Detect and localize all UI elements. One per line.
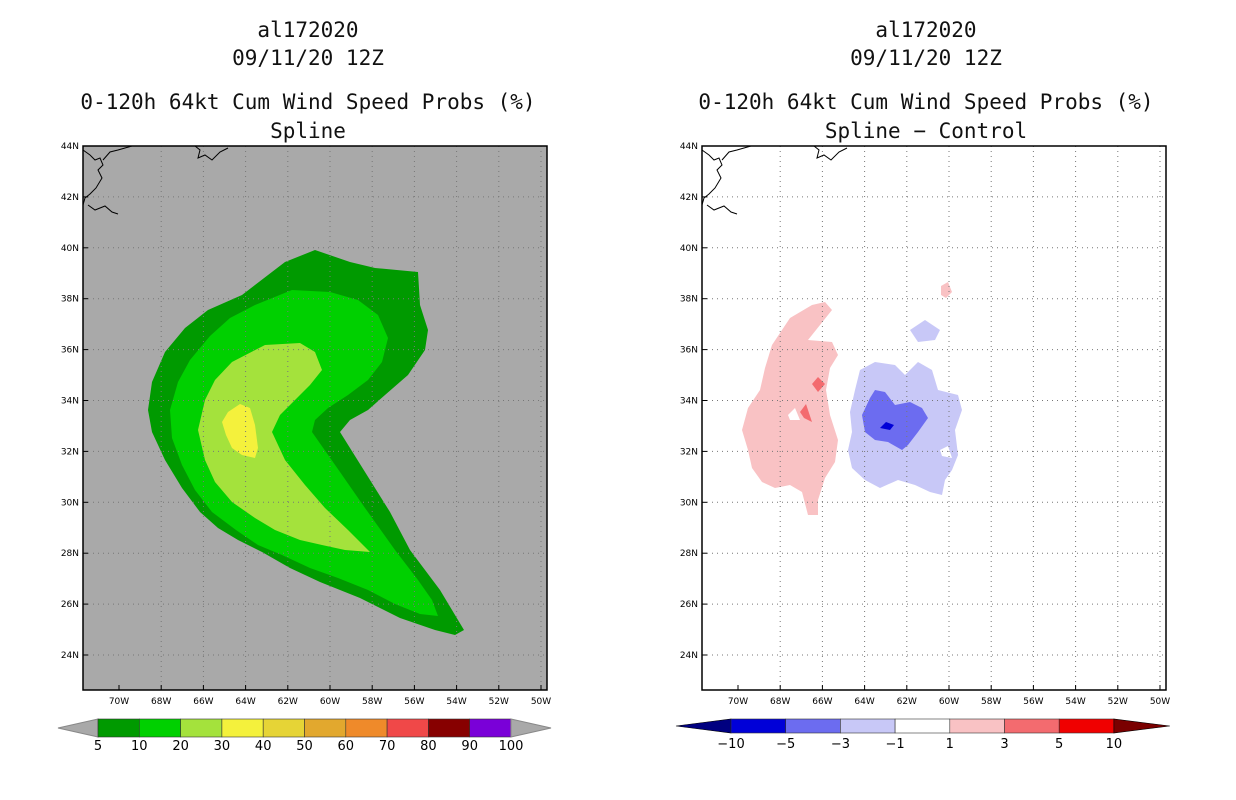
left-cbar-label: 20 [172, 739, 189, 754]
left-coastline-north [82, 145, 133, 215]
left-cbar-label: 50 [296, 739, 313, 754]
right-product-title: 0-120h 64kt Cum Wind Speed Probs (%) [698, 90, 1154, 114]
right-subtitle: Spline − Control [824, 119, 1028, 143]
left-colorbar: 5 10 20 30 40 50 60 70 80 90 100 [57, 718, 552, 754]
left-cbar-swatch [262, 718, 305, 738]
left-lon-label: 58W [362, 697, 382, 707]
left-storm-id: al172020 [257, 18, 359, 42]
left-lat-label: 28N [61, 549, 79, 559]
left-axis-ticks [83, 145, 542, 690]
left-lat-label: 30N [61, 498, 79, 508]
prob-30-contour [222, 404, 258, 458]
left-cbar-swatch [180, 718, 223, 738]
left-lon-label: 64W [235, 697, 255, 707]
left-cbar-label: 100 [499, 739, 524, 754]
left-cbar-swatch [469, 718, 512, 738]
left-cbar-label: 80 [420, 739, 437, 754]
left-cbar-label: 10 [131, 739, 148, 754]
left-cbar-swatch [139, 718, 181, 738]
left-lat-label: 32N [61, 447, 79, 457]
left-lat-label: 36N [61, 346, 79, 356]
left-probability-contours [148, 250, 464, 635]
left-cbar-swatch [97, 718, 140, 738]
left-cbar-swatch [345, 718, 388, 738]
left-lon-label: 68W [151, 697, 171, 707]
left-product-title: 0-120h 64kt Cum Wind Speed Probs (%) [80, 90, 536, 114]
left-cbar-label: 30 [214, 739, 231, 754]
left-cbar-label: 40 [255, 739, 272, 754]
left-subtitle: Spline [270, 119, 346, 143]
left-coastline-nova-scotia [194, 145, 229, 161]
left-lat-label: 26N [61, 600, 79, 610]
left-lat-label: 42N [61, 193, 79, 203]
right-storm-id: al172020 [875, 18, 977, 42]
left-cbar-swatch [304, 718, 347, 738]
left-lon-label: 56W [404, 697, 424, 707]
left-cbar-label: 60 [338, 739, 355, 754]
left-cbar-label: 90 [461, 739, 478, 754]
left-lon-label: 62W [278, 697, 298, 707]
left-cbar-label: 70 [379, 739, 396, 754]
left-cbar-swatch [428, 718, 470, 738]
left-datetime: 09/11/20 12Z [232, 46, 384, 70]
left-lat-label: 40N [61, 244, 79, 254]
left-lat-label: 38N [61, 295, 79, 305]
left-lon-label: 50W [531, 697, 551, 707]
left-cbar-low-arrow [57, 718, 99, 738]
prob-20-contour [198, 343, 370, 552]
left-cbar-label: 5 [94, 739, 102, 754]
left-cbar-swatch [221, 718, 264, 738]
left-lon-label: 54W [446, 697, 466, 707]
left-cbar-swatch [386, 718, 429, 738]
left-lon-label: 70W [109, 697, 129, 707]
left-coastlines [82, 145, 229, 215]
left-lat-label: 44N [61, 142, 79, 152]
left-cbar-high-arrow [510, 718, 552, 738]
left-lat-labels: 44N 42N 40N 38N 36N 34N 32N 30N 28N 26N 24N [61, 142, 79, 661]
right-datetime: 09/11/20 12Z [850, 46, 1002, 70]
left-lon-labels: 70W 68W 66W 64W 62W 60W 58W 56W 54W 52W 50W [109, 697, 551, 707]
left-lon-label: 66W [193, 697, 213, 707]
left-lat-label: 24N [61, 651, 79, 661]
left-lon-label: 52W [489, 697, 509, 707]
left-lat-label: 34N [61, 397, 79, 407]
left-lon-label: 60W [320, 697, 340, 707]
left-gridlines [83, 146, 547, 690]
left-map-frame [82, 145, 548, 691]
